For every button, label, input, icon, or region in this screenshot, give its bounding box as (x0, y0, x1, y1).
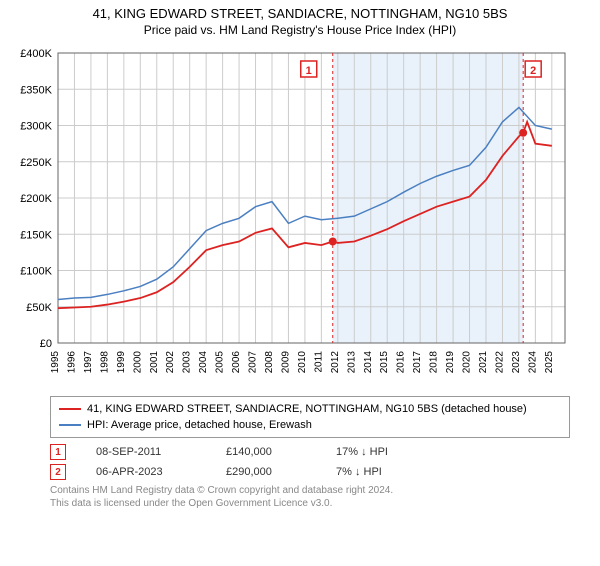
svg-text:2010: 2010 (297, 351, 308, 374)
sale-date: 06-APR-2023 (96, 466, 196, 478)
chart-plot-area: £0 £50K £100K £150K £200K £250K £300K £350K £400… (10, 43, 590, 388)
svg-text:2012: 2012 (330, 351, 341, 374)
sale-delta: 7% ↓ HPI (336, 466, 426, 478)
chart-container: 41, KING EDWARD STREET, SANDIACRE, NOTTI… (0, 6, 600, 566)
svg-text:2014: 2014 (363, 351, 374, 374)
svg-text:1996: 1996 (66, 351, 77, 374)
legend-swatch (59, 408, 81, 410)
svg-text:£350K: £350K (20, 84, 52, 96)
legend-label: 41, KING EDWARD STREET, SANDIACRE, NOTTI… (87, 401, 527, 417)
svg-text:2: 2 (530, 65, 536, 77)
legend-item: HPI: Average price, detached house, Erew… (59, 417, 561, 433)
svg-text:2019: 2019 (445, 351, 456, 374)
svg-text:2002: 2002 (165, 351, 176, 374)
sale-records: 1 08-SEP-2011 £140,000 17% ↓ HPI 2 06-APR-202… (50, 444, 570, 480)
svg-text:2025: 2025 (544, 351, 555, 374)
sale-delta: 17% ↓ HPI (336, 446, 426, 458)
svg-text:£400K: £400K (20, 48, 52, 60)
sale-date: 08-SEP-2011 (96, 446, 196, 458)
footer-attribution: Contains HM Land Registry data © Crown c… (50, 484, 570, 510)
svg-text:2018: 2018 (429, 351, 440, 374)
legend-swatch (59, 424, 81, 426)
svg-text:£200K: £200K (20, 193, 52, 205)
svg-text:£250K: £250K (20, 157, 52, 169)
svg-text:2022: 2022 (494, 351, 505, 374)
svg-text:2017: 2017 (412, 351, 423, 374)
svg-text:1997: 1997 (83, 351, 94, 374)
legend-box: 41, KING EDWARD STREET, SANDIACRE, NOTTI… (50, 396, 570, 438)
svg-text:2008: 2008 (264, 351, 275, 374)
svg-text:2001: 2001 (149, 351, 160, 374)
chart-subtitle: Price paid vs. HM Land Registry's House … (0, 23, 600, 37)
svg-text:2024: 2024 (527, 351, 538, 374)
svg-text:2011: 2011 (313, 351, 324, 373)
svg-text:2020: 2020 (462, 351, 473, 374)
svg-text:£0: £0 (40, 338, 52, 350)
sale-row: 1 08-SEP-2011 £140,000 17% ↓ HPI (50, 444, 570, 460)
sale-marker-icon: 2 (50, 464, 66, 480)
svg-text:1999: 1999 (116, 351, 127, 374)
footer-line-1: Contains HM Land Registry data © Crown c… (50, 484, 570, 497)
svg-text:2016: 2016 (396, 351, 407, 374)
sale-price: £290,000 (226, 466, 306, 478)
sale-marker-icon: 1 (50, 444, 66, 460)
footer-line-2: This data is licensed under the Open Gov… (50, 497, 570, 510)
svg-text:2013: 2013 (346, 351, 357, 374)
legend-label: HPI: Average price, detached house, Erew… (87, 417, 312, 433)
svg-text:£150K: £150K (20, 229, 52, 241)
svg-text:£100K: £100K (20, 266, 52, 278)
svg-text:2021: 2021 (478, 351, 489, 374)
svg-text:£50K: £50K (26, 302, 52, 314)
svg-text:2003: 2003 (182, 351, 193, 374)
svg-text:2015: 2015 (379, 351, 390, 374)
svg-text:1998: 1998 (99, 351, 110, 374)
svg-text:2007: 2007 (248, 351, 259, 374)
svg-text:1: 1 (306, 65, 312, 77)
svg-text:2000: 2000 (132, 351, 143, 374)
svg-text:£300K: £300K (20, 121, 52, 133)
line-chart-svg: £0 £50K £100K £150K £200K £250K £300K £350K £400… (10, 43, 570, 383)
svg-text:1995: 1995 (50, 351, 61, 374)
legend-item: 41, KING EDWARD STREET, SANDIACRE, NOTTI… (59, 401, 561, 417)
svg-text:2023: 2023 (511, 351, 522, 374)
svg-text:2004: 2004 (198, 351, 209, 374)
svg-text:2009: 2009 (280, 351, 291, 374)
svg-text:2005: 2005 (215, 351, 226, 374)
chart-title: 41, KING EDWARD STREET, SANDIACRE, NOTTI… (0, 6, 600, 21)
svg-text:2006: 2006 (231, 351, 242, 374)
sale-row: 2 06-APR-2023 £290,000 7% ↓ HPI (50, 464, 570, 480)
sale-price: £140,000 (226, 446, 306, 458)
